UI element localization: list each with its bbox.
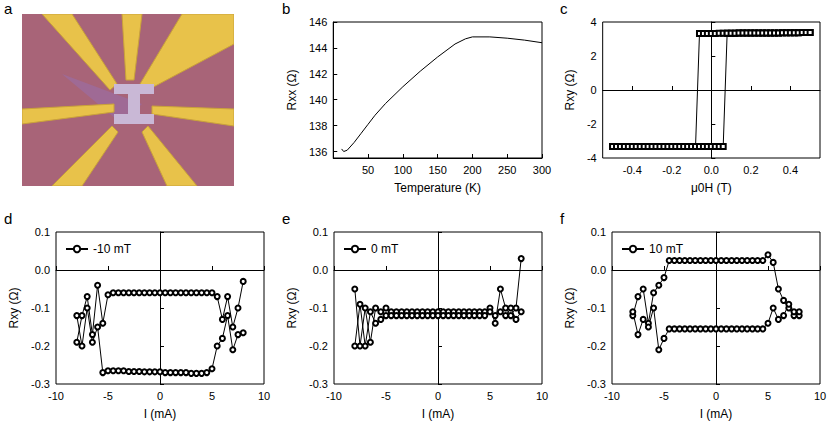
svg-text:2: 2 [591,50,597,62]
svg-text:I (mA): I (mA) [422,407,455,421]
svg-text:-0.3: -0.3 [309,378,328,390]
svg-text:0.2: 0.2 [743,164,758,176]
svg-text:-0.1: -0.1 [31,302,50,314]
svg-text:Rxy (Ω): Rxy (Ω) [7,288,21,329]
svg-text:144: 144 [309,42,327,54]
html-text:d: d [4,210,13,227]
svg-text:-0.1: -0.1 [309,302,328,314]
svg-text:0.0: 0.0 [313,264,328,276]
svg-text:138: 138 [309,120,327,132]
html-text:c: c [560,0,568,17]
svg-text:136: 136 [309,146,327,158]
svg-text:250: 250 [498,164,516,176]
svg-text:0.0: 0.0 [591,264,606,276]
svg-text:-10: -10 [326,390,342,402]
svg-text:140: 140 [309,94,327,106]
svg-text:150: 150 [428,164,446,176]
svg-text:0.0: 0.0 [35,264,50,276]
svg-text:300: 300 [533,164,551,176]
svg-text:0.4: 0.4 [783,164,798,176]
svg-text:-10: -10 [48,390,64,402]
svg-text:0.1: 0.1 [313,226,328,238]
svg-text:-5: -5 [381,390,391,402]
svg-text:-10: -10 [604,390,620,402]
svg-text:0: 0 [713,390,719,402]
svg-text:I (mA): I (mA) [144,407,177,421]
svg-text:-0.2: -0.2 [309,340,328,352]
svg-text:-4: -4 [587,152,597,164]
html-text:e: e [282,210,291,227]
svg-text:0.1: 0.1 [35,226,50,238]
svg-text:10: 10 [258,390,270,402]
svg-text:-2: -2 [587,118,597,130]
svg-text:146: 146 [309,16,327,28]
svg-text:142: 142 [309,68,327,80]
svg-text:Rxx (Ω): Rxx (Ω) [285,70,299,111]
svg-text:100: 100 [394,164,412,176]
svg-text:10: 10 [814,390,826,402]
svg-text:Rxy (Ω): Rxy (Ω) [563,70,577,111]
svg-text:5: 5 [209,390,215,402]
svg-text:5: 5 [765,390,771,402]
svg-text:μ0H (T): μ0H (T) [691,181,732,195]
html-text:a: a [4,0,13,17]
svg-text:0: 0 [157,390,163,402]
svg-text:-10 mT: -10 mT [93,242,132,256]
svg-text:Rxy (Ω): Rxy (Ω) [563,288,577,329]
svg-text:-0.3: -0.3 [587,378,606,390]
svg-text:50: 50 [362,164,374,176]
svg-text:I (mA): I (mA) [700,407,733,421]
svg-text:Rxy (Ω): Rxy (Ω) [285,288,299,329]
svg-text:4: 4 [591,16,597,28]
svg-text:-5: -5 [103,390,113,402]
svg-text:5: 5 [487,390,493,402]
svg-text:-0.3: -0.3 [31,378,50,390]
html-text:f: f [560,210,565,227]
svg-text:-0.2: -0.2 [31,340,50,352]
html-text:b: b [282,0,291,17]
svg-text:10: 10 [536,390,548,402]
svg-text:0: 0 [591,84,597,96]
svg-text:-5: -5 [659,390,669,402]
svg-text:0: 0 [435,390,441,402]
svg-text:10 mT: 10 mT [649,242,684,256]
svg-text:0.1: 0.1 [591,226,606,238]
svg-text:-0.4: -0.4 [623,164,642,176]
svg-text:-0.1: -0.1 [587,302,606,314]
svg-text:-0.2: -0.2 [662,164,681,176]
svg-text:0 mT: 0 mT [371,242,399,256]
svg-text:0.0: 0.0 [704,164,719,176]
svg-text:-0.2: -0.2 [587,340,606,352]
svg-text:200: 200 [463,164,481,176]
svg-text:Temperature (K): Temperature (K) [394,181,481,195]
